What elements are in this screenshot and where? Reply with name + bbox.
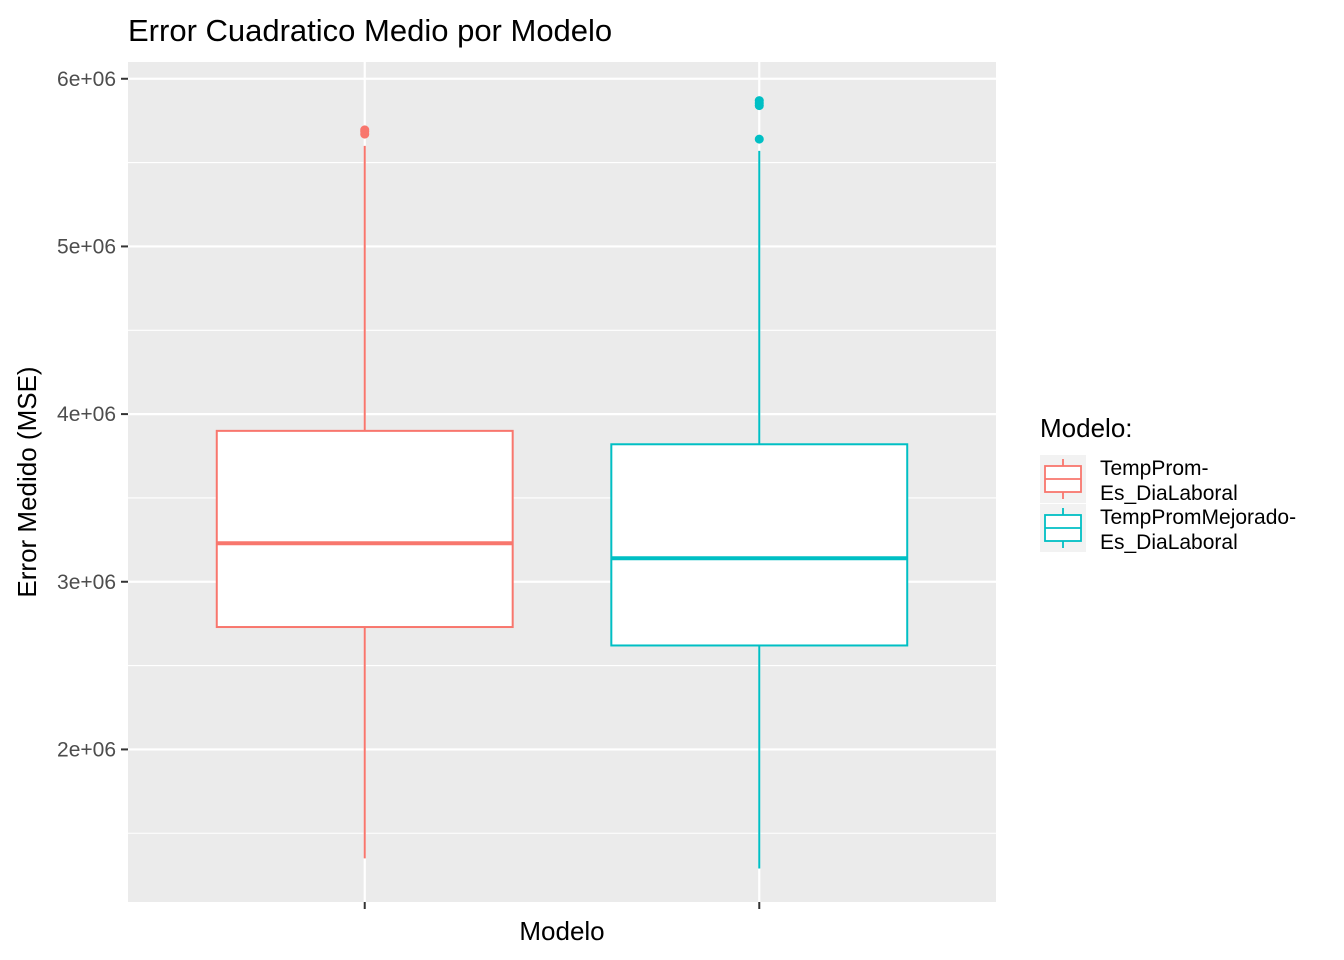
chart-title: Error Cuadratico Medio por Modelo xyxy=(128,13,612,48)
y-axis: 2e+06 3e+06 4e+06 5e+06 6e+06 xyxy=(57,68,761,909)
box-group-2 xyxy=(610,96,909,869)
y-tick-label: 5e+06 xyxy=(57,235,116,258)
outlier-point xyxy=(754,134,764,144)
x-axis-title: Modelo xyxy=(519,916,604,946)
legend-key-2 xyxy=(1040,504,1086,552)
box-group-1 xyxy=(215,125,514,859)
y-tick-label: 3e+06 xyxy=(57,571,116,594)
box xyxy=(215,429,514,629)
y-axis-title: Error Medido (MSE) xyxy=(12,366,42,597)
outlier-point xyxy=(360,125,370,135)
outlier-point xyxy=(754,96,764,106)
y-tick-label: 2e+06 xyxy=(57,738,116,761)
legend-title: Modelo: xyxy=(1040,413,1133,443)
legend-label-1: TempProm-Es_DiaLaboral xyxy=(1100,457,1238,505)
y-tick-label: 6e+06 xyxy=(57,68,116,91)
legend-label-2: TempPromMejorado-Es_DiaLaboral xyxy=(1100,506,1296,554)
y-tick-label: 4e+06 xyxy=(57,403,116,426)
boxes xyxy=(215,96,909,869)
box xyxy=(610,443,909,647)
legend-key-1 xyxy=(1040,455,1086,503)
legend: Modelo: TempProm-Es_DiaLaboralTempPromMe… xyxy=(1040,413,1296,554)
